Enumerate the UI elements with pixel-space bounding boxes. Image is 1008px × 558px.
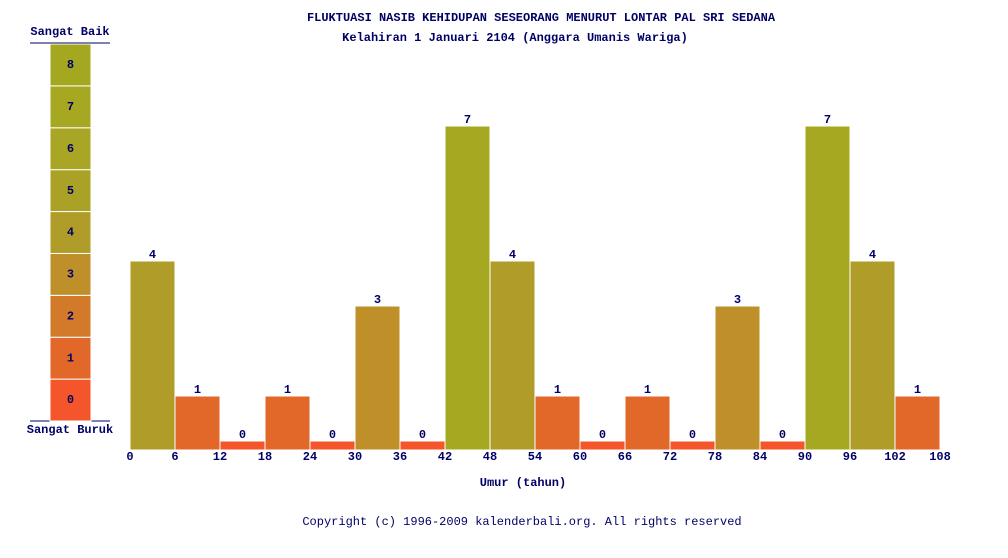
- scale-label: 6: [67, 142, 74, 156]
- x-tick-label: 18: [258, 450, 272, 464]
- bar: [624, 395, 671, 451]
- x-tick-label: 60: [573, 450, 587, 464]
- scale-label: 2: [67, 309, 74, 323]
- scale-label: 0: [67, 393, 74, 407]
- value-label: 0: [239, 428, 246, 442]
- value-label: 7: [824, 113, 831, 127]
- scale-label: 7: [67, 100, 74, 114]
- bar: [219, 440, 266, 451]
- bar: [444, 125, 491, 451]
- bar: [489, 260, 536, 451]
- value-label: 0: [689, 428, 696, 442]
- chart-title: FLUKTUASI NASIB KEHIDUPAN SESEORANG MENU…: [307, 11, 776, 25]
- bar: [129, 260, 176, 451]
- x-tick-label: 24: [303, 450, 317, 464]
- value-label: 4: [869, 248, 876, 262]
- x-tick-label: 84: [753, 450, 767, 464]
- bar: [399, 440, 446, 451]
- scale-top-label: Sangat Baik: [30, 25, 109, 39]
- x-axis-label: Umur (tahun): [480, 476, 566, 490]
- x-tick-label: 108: [929, 450, 951, 464]
- x-tick-label: 0: [126, 450, 133, 464]
- footer: Copyright (c) 1996-2009 kalenderbali.org…: [302, 515, 741, 529]
- value-label: 1: [554, 383, 561, 397]
- bar: [669, 440, 716, 451]
- bar: [849, 260, 896, 451]
- x-tick-label: 66: [618, 450, 632, 464]
- bar: [534, 395, 581, 451]
- value-label: 1: [914, 383, 921, 397]
- x-tick-label: 48: [483, 450, 497, 464]
- value-label: 4: [149, 248, 156, 262]
- x-tick-label: 102: [884, 450, 906, 464]
- x-tick-label: 36: [393, 450, 407, 464]
- scale-label: 3: [67, 268, 74, 282]
- scale-label: 5: [67, 184, 74, 198]
- value-label: 0: [329, 428, 336, 442]
- scale-box: [49, 43, 92, 87]
- value-label: 0: [779, 428, 786, 442]
- value-label: 1: [194, 383, 201, 397]
- scale-box: [49, 169, 92, 213]
- bar: [894, 395, 941, 451]
- scale-label: 4: [67, 226, 74, 240]
- value-label: 1: [284, 383, 291, 397]
- value-label: 3: [734, 293, 741, 307]
- x-tick-label: 12: [213, 450, 227, 464]
- bar: [174, 395, 221, 451]
- scale-box: [49, 127, 92, 171]
- scale-label: 1: [67, 351, 74, 365]
- value-label: 1: [644, 383, 651, 397]
- x-tick-label: 30: [348, 450, 362, 464]
- chart-subtitle: Kelahiran 1 Januari 2104 (Anggara Umanis…: [342, 31, 688, 45]
- scale-box: [49, 294, 92, 338]
- value-label: 3: [374, 293, 381, 307]
- x-tick-label: 72: [663, 450, 677, 464]
- bar: [579, 440, 626, 451]
- x-tick-label: 78: [708, 450, 722, 464]
- bar: [354, 305, 401, 451]
- value-label: 0: [419, 428, 426, 442]
- value-label: 4: [509, 248, 516, 262]
- bar: [309, 440, 356, 451]
- bar: [714, 305, 761, 451]
- scale-box: [49, 85, 92, 129]
- x-tick-label: 90: [798, 450, 812, 464]
- scale-box: [49, 378, 92, 422]
- x-tick-label: 6: [171, 450, 178, 464]
- bar: [264, 395, 311, 451]
- scale-bottom-label: Sangat Buruk: [27, 423, 113, 437]
- bar: [759, 440, 806, 451]
- value-label: 0: [599, 428, 606, 442]
- x-tick-label: 54: [528, 450, 542, 464]
- scale-box: [49, 252, 92, 296]
- x-tick-label: 96: [843, 450, 857, 464]
- bar: [804, 125, 851, 451]
- x-tick-label: 42: [438, 450, 452, 464]
- value-label: 7: [464, 113, 471, 127]
- scale-label: 8: [67, 58, 74, 72]
